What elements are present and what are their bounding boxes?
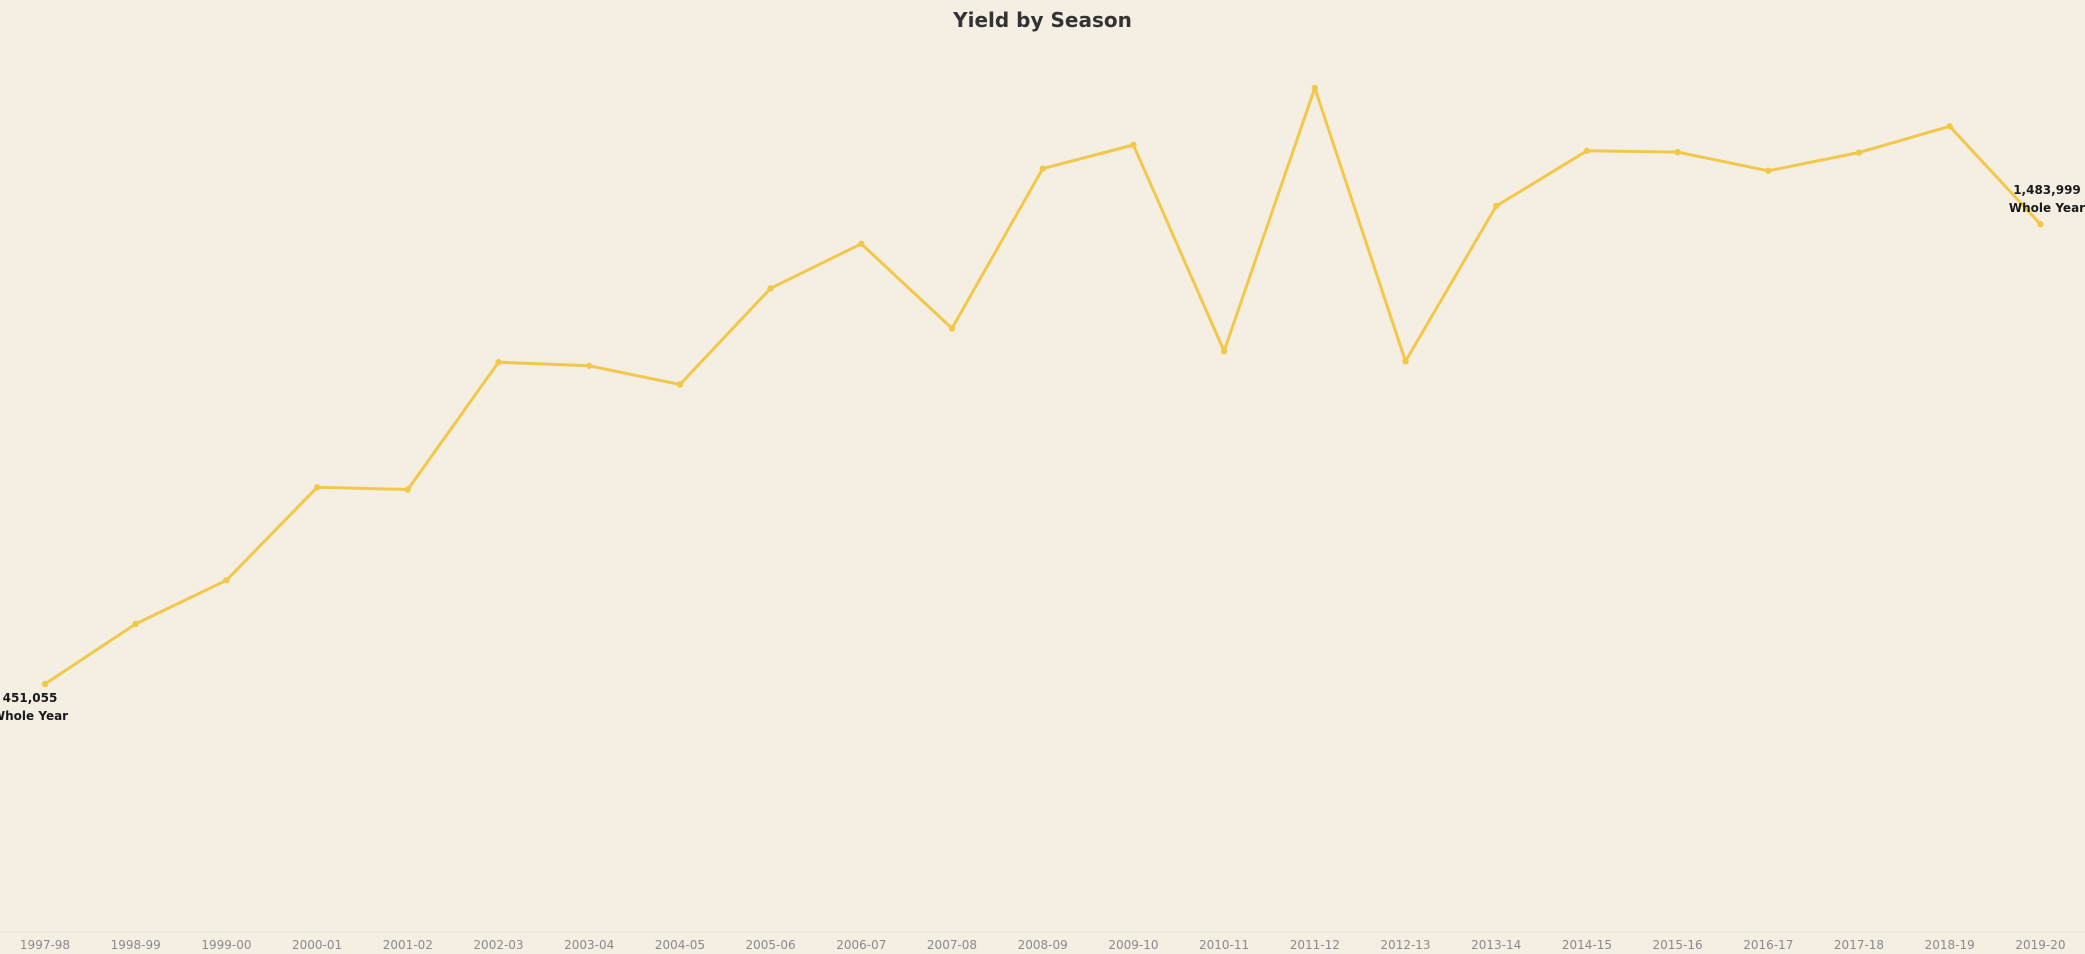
x-tick-label: 2002-03 — [473, 938, 523, 952]
data-label-value: 451,055 — [3, 691, 58, 705]
x-tick-label: 2019-20 — [2015, 938, 2065, 952]
data-point[interactable] — [132, 620, 139, 628]
x-tick-label: 2014-15 — [1562, 938, 1612, 952]
x-tick-label: 1999-00 — [201, 938, 251, 952]
data-label-subtext: Whole Year — [0, 709, 68, 723]
data-label-value: 1,483,999 — [2013, 183, 2081, 197]
data-point[interactable] — [1039, 165, 1046, 172]
x-tick-label: 2006-07 — [836, 938, 886, 952]
x-tick-label: 2007-08 — [927, 938, 977, 952]
data-point[interactable] — [2037, 221, 2044, 228]
data-point[interactable] — [586, 362, 593, 369]
data-point[interactable] — [767, 285, 774, 292]
series-line — [44, 86, 2042, 686]
data-point[interactable] — [1674, 148, 1681, 156]
data-point[interactable] — [223, 577, 230, 584]
x-tick-label: 2000-01 — [292, 938, 342, 952]
data-point[interactable] — [858, 240, 865, 247]
x-tick-label: 2001-02 — [383, 938, 433, 952]
x-tick-label: 2011-12 — [1290, 938, 1340, 952]
x-tick-label: 2017-18 — [1834, 938, 1884, 952]
x-tick-label: 2013-14 — [1471, 938, 1521, 952]
data-point[interactable] — [313, 484, 321, 491]
data-point[interactable] — [1765, 167, 1772, 174]
data-point[interactable] — [1220, 347, 1228, 355]
data-point[interactable] — [1855, 149, 1863, 156]
x-tick-label: 2012-13 — [1380, 938, 1430, 952]
data-point[interactable] — [948, 325, 956, 332]
x-tick-label: 2005-06 — [746, 938, 796, 952]
x-tick-label: 1998-99 — [111, 938, 161, 952]
data-point[interactable] — [404, 486, 411, 493]
data-point[interactable] — [1946, 123, 1953, 130]
data-point[interactable] — [1130, 141, 1137, 149]
x-tick-label: 1997-98 — [20, 938, 70, 952]
data-point[interactable] — [1583, 147, 1591, 154]
x-tick-label: 2018-19 — [1925, 938, 1975, 952]
data-point[interactable] — [676, 381, 684, 388]
data-point[interactable] — [1493, 202, 1500, 210]
data-point[interactable] — [495, 358, 502, 366]
x-tick-label: 2009-10 — [1108, 938, 1158, 952]
x-tick-label: 2015-16 — [1653, 938, 1703, 952]
x-tick-label: 2003-04 — [564, 938, 614, 952]
data-label-subtext: Whole Year — [2009, 201, 2085, 215]
x-tick-label: 2016-17 — [1743, 938, 1793, 952]
chart-title: Yield by Season — [953, 8, 1132, 32]
x-tick-label: 2008-09 — [1018, 938, 1068, 952]
x-tick-label: 2010-11 — [1199, 938, 1249, 952]
x-tick-label: 2004-05 — [655, 938, 705, 952]
data-point[interactable] — [41, 680, 49, 688]
data-point[interactable] — [1311, 84, 1319, 92]
data-point[interactable] — [1402, 358, 1409, 365]
